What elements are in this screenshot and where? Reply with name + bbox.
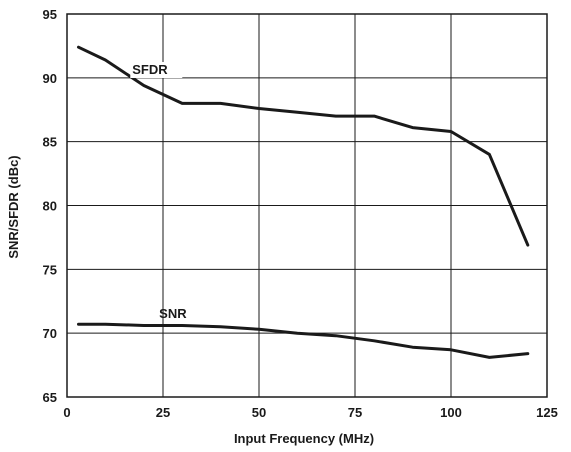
series-line-sfdr [77, 45, 530, 247]
plot-frame [66, 13, 548, 398]
x-tick-labels: 0 25 50 75 100 125 [63, 405, 557, 420]
y-tick-label: 85 [43, 135, 57, 150]
series-label-snr: SNR [159, 306, 187, 321]
series-line-snr [77, 322, 530, 359]
y-tick-label: 75 [43, 262, 57, 277]
series-label-sfdr: SFDR [132, 62, 168, 77]
x-tick-label: 25 [156, 405, 170, 420]
y-axis-title: SNR/SFDR (dBc) [6, 155, 21, 258]
x-tick-label: 0 [63, 405, 70, 420]
series-label-background [130, 62, 183, 79]
y-tick-label: 70 [43, 326, 57, 341]
y-tick-label: 80 [43, 199, 57, 214]
x-axis-title: Input Frequency (MHz) [234, 431, 374, 446]
series-labels: SFDR SNR [130, 62, 187, 321]
x-tick-label: 75 [348, 405, 362, 420]
y-tick-label: 65 [43, 390, 57, 405]
series-layer [77, 45, 530, 359]
x-tick-label: 100 [440, 405, 462, 420]
y-tick-label: 95 [43, 7, 57, 22]
x-tick-label: 125 [536, 405, 558, 420]
x-tick-label: 50 [252, 405, 266, 420]
y-tick-labels: 65 70 75 80 85 90 95 [43, 7, 57, 405]
y-tick-label: 90 [43, 71, 57, 86]
